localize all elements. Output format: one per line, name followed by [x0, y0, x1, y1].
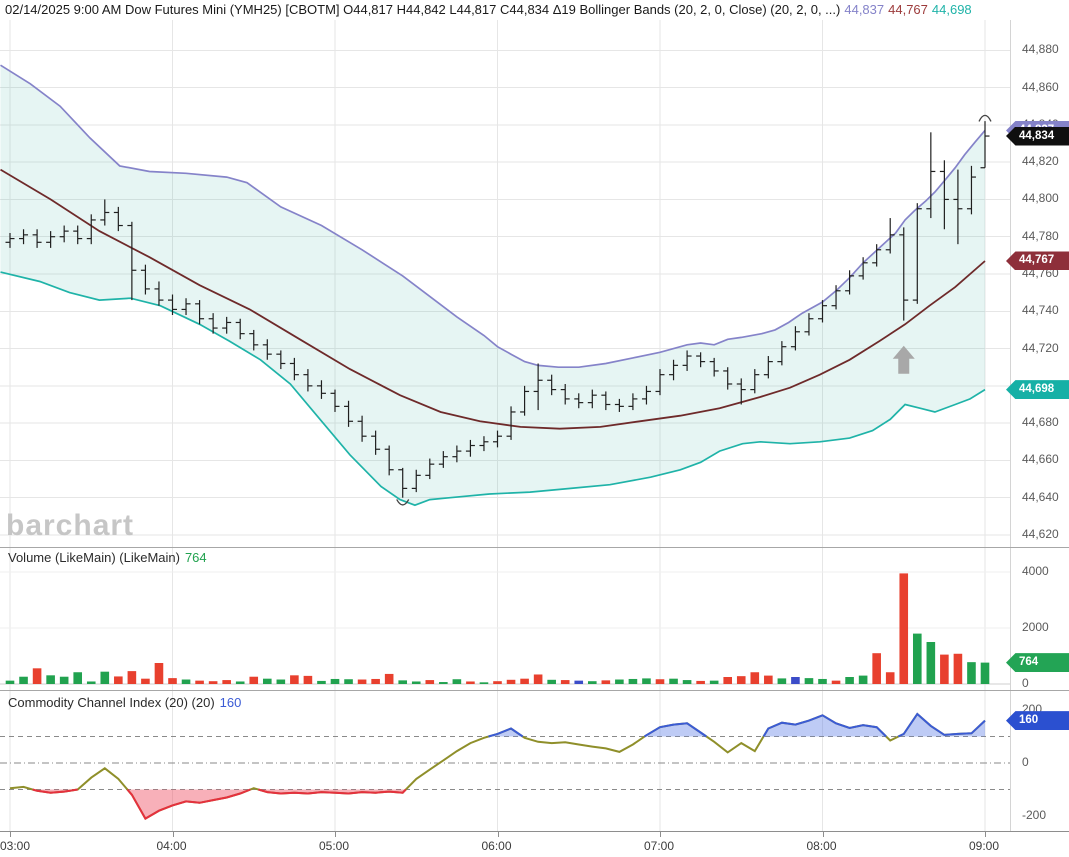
volume-indicator-label: Volume (LikeMain) (LikeMain) [8, 550, 180, 565]
volume-value-badge: 764 [1006, 653, 1069, 673]
cci-indicator-header[interactable]: Commodity Channel Index (20) (20) 160 [8, 695, 241, 710]
time-tick-label: 06:00 [481, 839, 512, 853]
barchart-logo: barchart [6, 509, 135, 542]
price-tick-label: 44,780 [1022, 228, 1059, 243]
price-tick-label: 44,660 [1022, 452, 1059, 467]
cci-indicator-label: Commodity Channel Index (20) (20) [8, 695, 215, 710]
bollinger-lower-value: 44,698 [931, 2, 972, 17]
cci-tick-label: 0 [1022, 755, 1029, 769]
price-tick-label: 44,740 [1022, 303, 1059, 318]
low-arc-marker [396, 499, 410, 506]
volume-tick-label: 2000 [1022, 620, 1049, 634]
high-arc-marker [978, 114, 992, 122]
ohlc-summary: 02/14/2025 9:00 AM Dow Futures Mini (YMH… [5, 2, 841, 17]
time-tick-mark [10, 832, 11, 837]
time-tick-mark [660, 832, 661, 837]
price-tick-label: 44,860 [1022, 79, 1059, 94]
volume-indicator-value: 764 [184, 550, 207, 565]
price-tick-label: 44,620 [1022, 527, 1059, 541]
volume-tick-label: 4000 [1022, 564, 1049, 578]
price-axis-border [1010, 20, 1011, 831]
price-tick-label: 44,680 [1022, 415, 1059, 430]
chart-title-bar: 02/14/2025 9:00 AM Dow Futures Mini (YMH… [0, 0, 1069, 20]
price-tick-label: 44,800 [1022, 191, 1059, 206]
time-axis[interactable]: 03:00 04:00 05:00 06:00 07:00 08:00 09:00 [0, 831, 1069, 857]
cci-tick-label: -200 [1022, 808, 1047, 822]
volume-tick-label: 0 [1022, 676, 1029, 690]
time-tick-label: 09:00 [969, 839, 1000, 853]
bollinger-middle-value: 44,767 [888, 2, 928, 17]
price-value-badge: 44,767 [1006, 251, 1069, 271]
time-tick-mark [822, 832, 824, 837]
time-tick-label: 05:00 [319, 839, 350, 853]
time-tick-mark [335, 832, 336, 837]
volume-indicator-header[interactable]: Volume (LikeMain) (LikeMain) 764 [8, 550, 207, 565]
time-tick-label: 04:00 [156, 839, 187, 853]
time-tick-mark [985, 832, 986, 837]
price-tick-label: 44,880 [1022, 42, 1059, 57]
price-value-badge: 44,698 [1006, 380, 1069, 400]
bollinger-upper-value: 44,837 [844, 2, 885, 17]
up-arrow-marker [892, 345, 915, 374]
time-tick-mark [497, 832, 499, 837]
panel-separator [0, 690, 1069, 691]
time-tick-mark [172, 832, 174, 837]
price-tick-label: 44,820 [1022, 154, 1059, 169]
price-value-badge: 44,834 [1006, 126, 1069, 146]
time-tick-label: 07:00 [644, 839, 675, 853]
panel-separator [0, 547, 1069, 548]
time-tick-label: 03:00 [0, 839, 31, 853]
cci-value-badge: 160 [1006, 711, 1069, 731]
price-tick-label: 44,720 [1022, 340, 1059, 355]
time-tick-label: 08:00 [806, 839, 837, 853]
price-tick-label: 44,640 [1022, 489, 1059, 504]
cci-indicator-value: 160 [219, 695, 242, 710]
